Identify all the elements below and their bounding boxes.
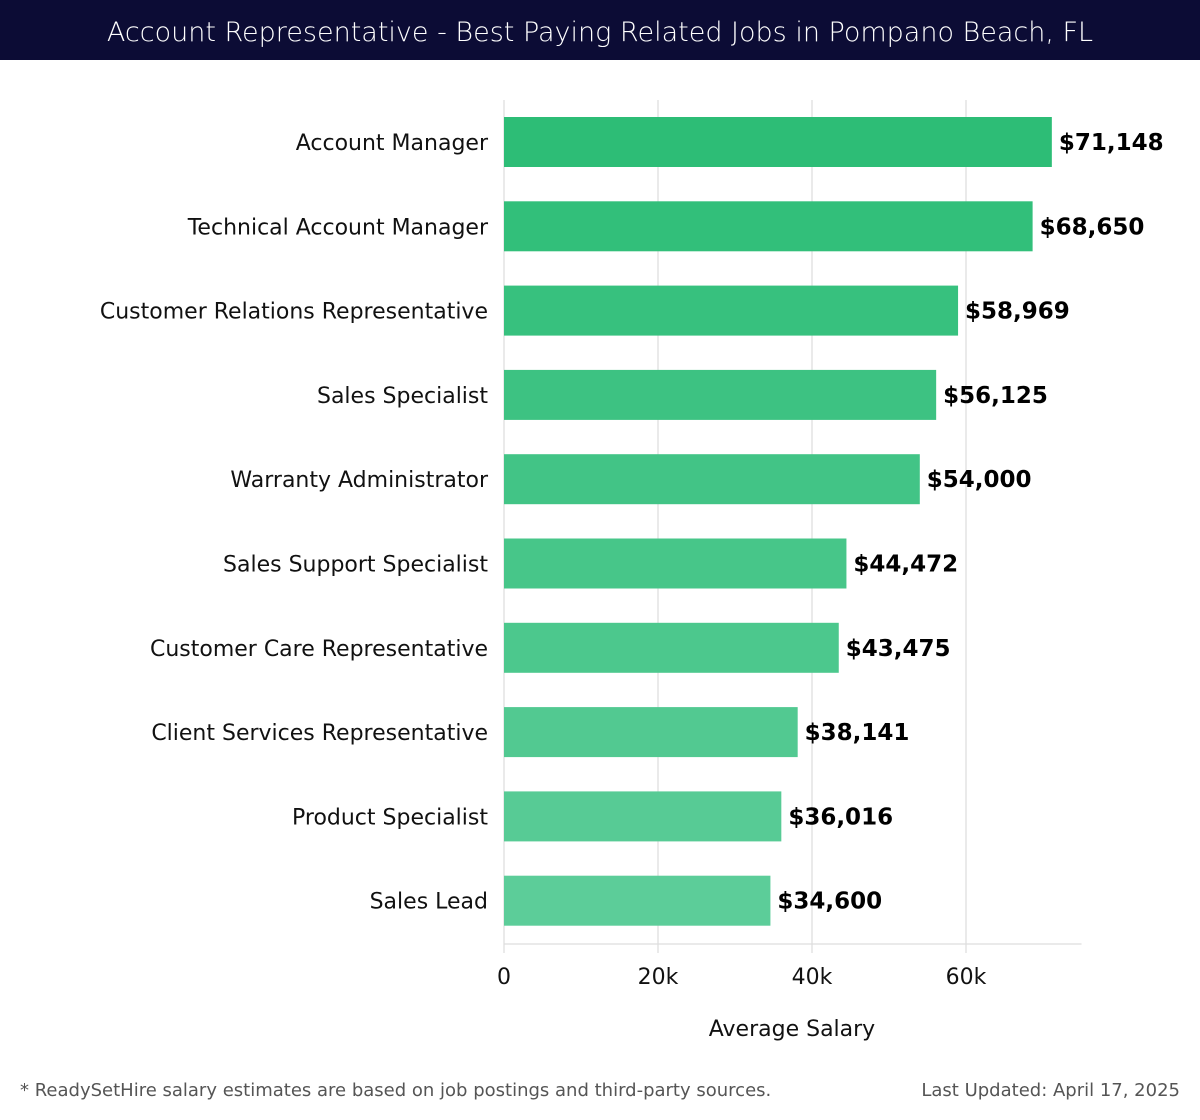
x-tick-label: 40k — [792, 965, 833, 990]
category-label: Warranty Administrator — [230, 468, 489, 493]
bar — [504, 201, 1033, 252]
chart-title: Account Representative - Best Paying Rel… — [0, 0, 1200, 60]
bar — [504, 707, 798, 758]
bar — [504, 285, 959, 336]
category-label: Customer Care Representative — [150, 637, 488, 662]
category-label: Sales Lead — [370, 890, 488, 915]
data-label: $71,148 — [1059, 130, 1164, 156]
bar — [504, 622, 839, 673]
category-label: Sales Specialist — [317, 384, 488, 409]
bar — [504, 369, 937, 420]
category-label: Sales Support Specialist — [223, 553, 488, 578]
data-label: $54,000 — [927, 467, 1032, 493]
data-label: $44,472 — [853, 552, 958, 578]
bar — [504, 117, 1052, 167]
data-label: $34,600 — [777, 889, 882, 915]
bar — [504, 454, 920, 505]
x-tick-label: 0 — [497, 965, 511, 990]
data-label: $56,125 — [943, 383, 1048, 409]
data-label: $38,141 — [805, 720, 910, 746]
data-label: $36,016 — [788, 804, 893, 830]
category-label: Technical Account Manager — [187, 215, 489, 240]
data-label: $58,969 — [965, 299, 1070, 325]
footnote: * ReadySetHire salary estimates are base… — [20, 1080, 772, 1101]
data-label: $43,475 — [846, 636, 951, 662]
category-label: Customer Relations Representative — [100, 300, 488, 325]
bar-chart: 0 20k 40k 60k Account Manager $71,148 Technica… — [100, 100, 1164, 1042]
category-label: Client Services Representative — [151, 721, 488, 746]
x-axis-title: Average Salary — [709, 1017, 875, 1042]
category-label: Product Specialist — [292, 805, 488, 830]
data-label: $68,650 — [1040, 214, 1145, 240]
category-label: Account Manager — [296, 131, 489, 156]
bar — [504, 538, 847, 589]
x-tick-label: 20k — [638, 965, 679, 990]
x-tick-label: 60k — [946, 965, 987, 990]
bar — [504, 875, 771, 926]
bar — [504, 791, 782, 842]
last-updated: Last Updated: April 17, 2025 — [921, 1080, 1180, 1101]
